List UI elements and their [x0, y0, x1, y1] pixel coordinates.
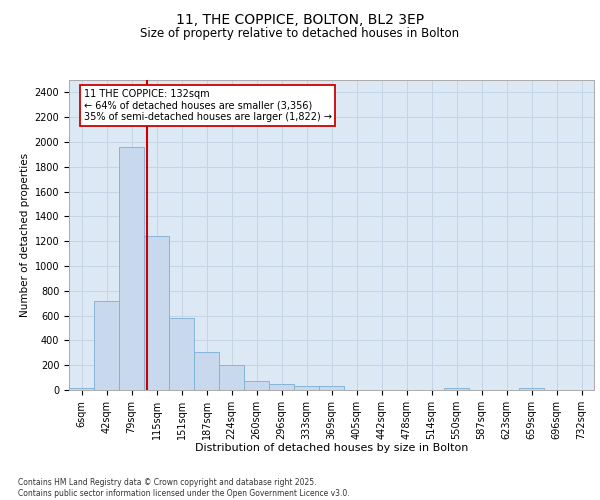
Bar: [244, 380, 269, 390]
Bar: [319, 386, 344, 390]
Text: Contains HM Land Registry data © Crown copyright and database right 2025.
Contai: Contains HM Land Registry data © Crown c…: [18, 478, 350, 498]
Bar: [444, 388, 469, 390]
Y-axis label: Number of detached properties: Number of detached properties: [20, 153, 31, 317]
Bar: [219, 364, 244, 390]
Bar: [294, 386, 319, 390]
Bar: [519, 388, 544, 390]
Text: Size of property relative to detached houses in Bolton: Size of property relative to detached ho…: [140, 28, 460, 40]
Bar: [169, 318, 194, 390]
Bar: [194, 352, 219, 390]
Bar: [69, 388, 94, 390]
X-axis label: Distribution of detached houses by size in Bolton: Distribution of detached houses by size …: [195, 444, 468, 454]
Text: 11, THE COPPICE, BOLTON, BL2 3EP: 11, THE COPPICE, BOLTON, BL2 3EP: [176, 12, 424, 26]
Bar: [269, 384, 294, 390]
Text: 11 THE COPPICE: 132sqm
← 64% of detached houses are smaller (3,356)
35% of semi-: 11 THE COPPICE: 132sqm ← 64% of detached…: [83, 88, 331, 122]
Bar: [144, 236, 169, 390]
Bar: [94, 300, 119, 390]
Bar: [119, 147, 144, 390]
